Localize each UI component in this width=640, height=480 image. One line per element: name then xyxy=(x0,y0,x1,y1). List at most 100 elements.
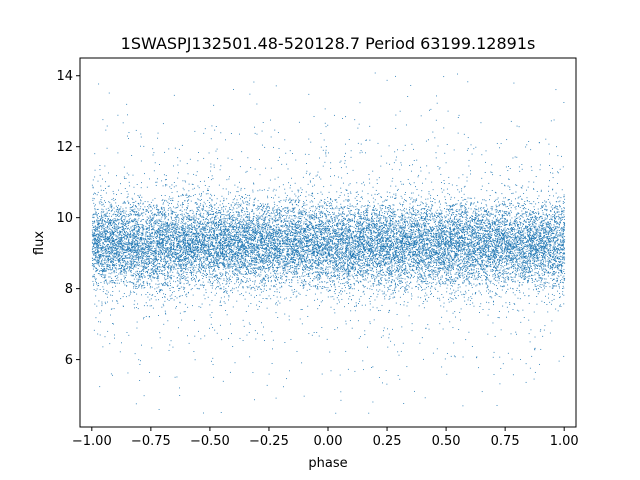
data-point xyxy=(450,355,452,357)
data-point xyxy=(92,264,94,266)
data-point xyxy=(381,215,383,217)
data-point xyxy=(379,211,381,213)
data-point xyxy=(172,236,174,238)
data-point xyxy=(415,222,417,224)
data-point xyxy=(456,222,458,224)
data-point xyxy=(504,243,506,245)
data-point xyxy=(272,339,274,341)
data-point xyxy=(409,237,411,239)
data-point xyxy=(272,252,273,254)
data-point xyxy=(242,340,244,342)
data-point xyxy=(273,246,275,247)
data-point xyxy=(103,261,105,263)
data-point xyxy=(279,247,281,249)
data-point xyxy=(308,270,310,271)
data-point xyxy=(228,234,230,236)
data-point xyxy=(196,255,198,257)
data-point xyxy=(269,252,270,254)
data-point xyxy=(454,253,456,255)
data-point xyxy=(242,201,244,203)
data-point xyxy=(401,212,403,214)
data-point xyxy=(433,213,435,215)
data-point xyxy=(216,261,218,263)
data-point xyxy=(392,248,394,250)
data-point xyxy=(344,278,346,280)
data-point xyxy=(216,198,218,200)
data-point xyxy=(263,205,265,207)
data-point xyxy=(145,302,147,304)
data-point xyxy=(561,234,563,236)
data-point xyxy=(339,258,341,260)
data-point xyxy=(559,264,561,266)
data-point xyxy=(163,238,165,240)
data-point xyxy=(487,257,489,259)
data-point xyxy=(414,241,416,243)
data-point xyxy=(398,264,399,266)
data-point xyxy=(108,240,110,242)
data-point xyxy=(532,212,534,214)
data-point xyxy=(137,247,139,248)
data-point xyxy=(103,237,105,239)
data-point xyxy=(425,266,427,268)
data-point xyxy=(553,245,555,247)
data-point xyxy=(154,162,156,164)
data-point xyxy=(311,234,313,236)
data-point xyxy=(276,304,278,306)
data-point xyxy=(500,257,502,258)
data-point xyxy=(447,244,449,245)
data-point xyxy=(120,234,122,236)
data-point xyxy=(351,263,353,265)
data-point xyxy=(469,245,471,247)
data-point xyxy=(133,211,135,213)
data-point xyxy=(197,203,198,205)
data-point xyxy=(216,242,218,243)
data-point xyxy=(507,248,509,250)
data-point xyxy=(470,282,472,284)
data-point xyxy=(416,249,418,250)
data-point xyxy=(209,210,211,211)
data-point xyxy=(153,277,155,279)
data-point xyxy=(123,275,125,277)
data-point xyxy=(372,251,374,253)
data-point xyxy=(550,235,552,237)
data-point xyxy=(292,218,294,220)
data-point xyxy=(418,262,420,263)
data-point xyxy=(340,223,342,225)
data-point xyxy=(471,245,473,247)
data-point xyxy=(170,298,172,300)
data-point xyxy=(332,227,334,229)
data-point xyxy=(389,271,390,272)
data-point xyxy=(142,269,144,271)
data-point xyxy=(448,252,450,254)
data-point xyxy=(362,240,364,242)
data-point xyxy=(379,234,381,236)
data-point xyxy=(471,153,473,155)
data-point xyxy=(136,281,138,283)
data-point xyxy=(159,220,161,222)
data-point xyxy=(489,281,491,283)
data-point xyxy=(416,189,418,190)
data-point xyxy=(430,232,432,234)
data-point xyxy=(508,166,510,167)
data-point xyxy=(431,292,432,294)
data-point xyxy=(514,268,516,270)
data-point xyxy=(117,245,119,247)
data-point xyxy=(347,232,349,234)
data-point xyxy=(449,262,451,264)
data-point xyxy=(521,267,523,269)
data-point xyxy=(187,224,188,226)
data-point xyxy=(549,332,551,334)
data-point xyxy=(418,210,420,212)
data-point xyxy=(466,303,468,305)
data-point xyxy=(255,235,257,237)
data-point xyxy=(164,229,166,231)
data-point xyxy=(212,255,214,257)
data-point xyxy=(183,259,185,261)
data-point xyxy=(251,251,253,253)
data-point xyxy=(495,262,497,264)
data-point xyxy=(134,237,136,239)
data-point xyxy=(449,293,451,295)
data-point xyxy=(404,247,406,248)
data-point xyxy=(355,215,357,217)
data-point xyxy=(475,221,477,223)
